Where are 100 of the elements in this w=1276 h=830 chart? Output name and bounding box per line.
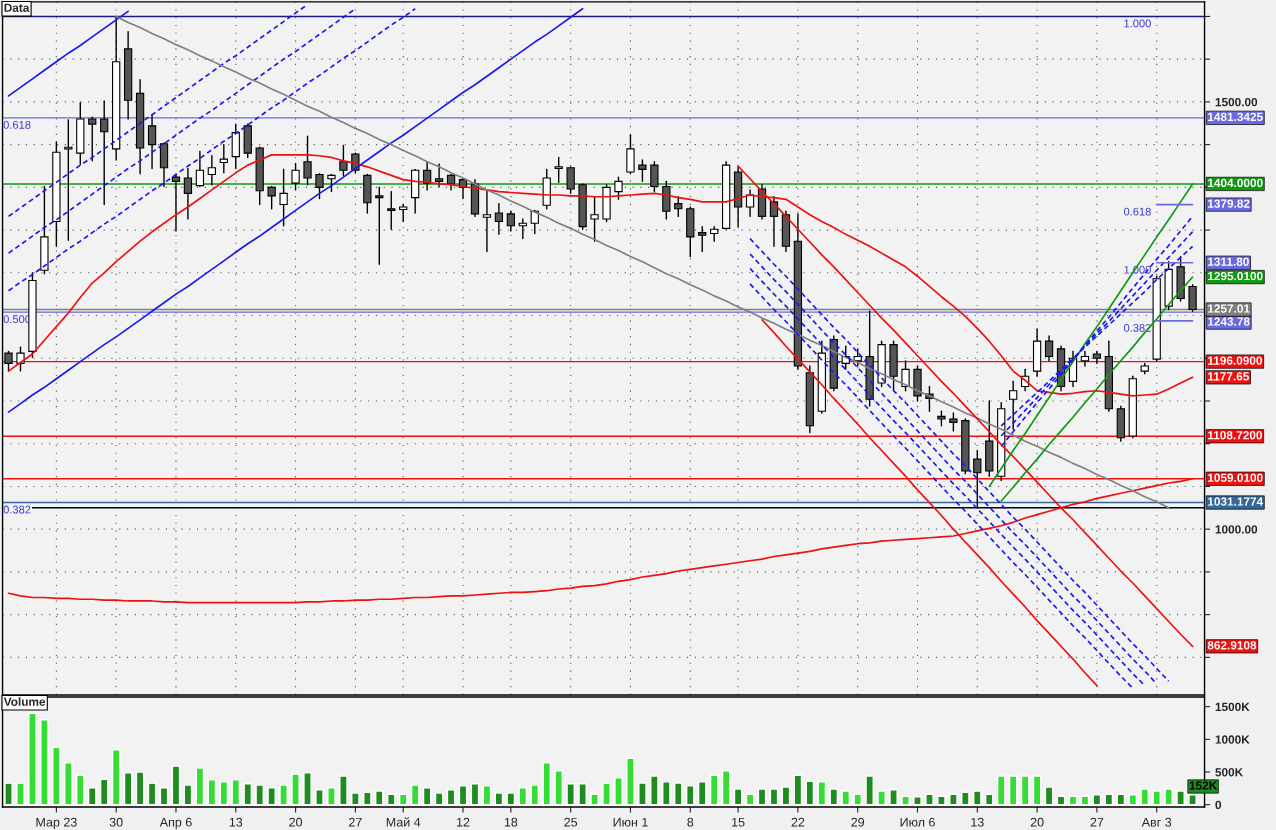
- candlestick: [195, 150, 205, 188]
- ref-line-label: 1196.0900: [1208, 356, 1262, 365]
- annotation: 0.382: [3, 505, 31, 514]
- x-tick-label: 25: [564, 817, 578, 827]
- bar: [171, 765, 181, 806]
- bar: [351, 792, 360, 806]
- bar: [817, 781, 827, 806]
- x-tick-label: 15: [732, 817, 745, 827]
- candlestick: [1188, 284, 1197, 312]
- ref-line-label: 1031.1774: [1208, 497, 1264, 506]
- bar: [195, 767, 205, 806]
- candlestick: [566, 166, 575, 195]
- bar: [865, 775, 874, 806]
- bar: [674, 782, 683, 806]
- data-label: 1311.80: [1208, 257, 1249, 266]
- bar: [159, 787, 169, 806]
- bar: [1020, 775, 1030, 806]
- candlestick: [1080, 350, 1090, 367]
- chart-title: Data: [4, 3, 30, 12]
- bar: [76, 774, 85, 806]
- bar: [757, 788, 767, 806]
- candlestick: [1009, 380, 1018, 430]
- x-tick-label: Май 4: [386, 817, 421, 827]
- data-label: 1177.65: [1208, 372, 1250, 381]
- candlestick: [88, 116, 97, 162]
- bar: [614, 777, 623, 806]
- ref-line-label: 1481.3425: [1208, 112, 1263, 122]
- bar: [1092, 794, 1102, 806]
- chart-title: Volume: [3, 697, 46, 706]
- bar: [315, 788, 324, 806]
- candlestick: [674, 196, 683, 218]
- bar: [303, 771, 312, 806]
- bar: [996, 775, 1006, 806]
- x-tick-label: 18: [504, 817, 518, 827]
- x-tick-label: 13: [229, 817, 243, 827]
- candlestick: [626, 134, 635, 175]
- candlestick: [207, 155, 216, 186]
- bar: [111, 749, 121, 806]
- bar: [207, 779, 217, 806]
- candlestick: [339, 144, 348, 177]
- bar: [255, 784, 264, 806]
- data-label: 152K: [1189, 781, 1218, 790]
- bar: [470, 783, 480, 806]
- candlestick: [745, 189, 755, 218]
- candlestick: [147, 114, 157, 170]
- y-tick-label: 500K: [1215, 768, 1244, 777]
- x-tick-label: 20: [1030, 817, 1044, 827]
- bar: [1140, 788, 1150, 806]
- bar: [52, 746, 61, 806]
- bar: [733, 788, 743, 806]
- bar: [650, 775, 659, 806]
- bar: [566, 783, 575, 806]
- bar: [937, 795, 946, 806]
- bar: [386, 793, 396, 806]
- candlestick: [64, 119, 73, 242]
- annotation: 1.000: [1124, 19, 1151, 28]
- bar: [602, 782, 611, 806]
- bar: [243, 783, 253, 806]
- x-tick-label: Апр 6: [159, 817, 192, 830]
- x-tick-label: Авг 3: [1141, 817, 1172, 827]
- bar: [506, 792, 516, 806]
- bar: [793, 774, 803, 806]
- bar: [578, 783, 587, 806]
- y-tick-label: 1000.00: [1215, 525, 1258, 534]
- bar: [841, 790, 851, 806]
- data-label: 1295.0100: [1208, 271, 1263, 281]
- bar: [1164, 788, 1173, 806]
- data-label: 862.9108: [1207, 641, 1257, 650]
- bar: [889, 788, 898, 806]
- x-tick-label: 8: [687, 817, 694, 827]
- bar: [853, 793, 862, 806]
- bar: [949, 793, 958, 806]
- bar: [781, 786, 791, 806]
- candlestick: [171, 174, 181, 232]
- y-tick-label: 1500.00: [1215, 97, 1258, 107]
- candlestick: [219, 143, 228, 174]
- bar: [135, 771, 145, 806]
- bar: [638, 782, 647, 806]
- bar: [961, 791, 970, 806]
- candlestick: [279, 168, 288, 227]
- candlestick: [231, 123, 240, 170]
- line-series: [7, 10, 129, 97]
- bar: [542, 762, 552, 806]
- x-tick-label: Мар 23: [36, 817, 77, 830]
- bar: [147, 782, 157, 806]
- annotation: 0.618: [3, 120, 31, 129]
- bar: [984, 793, 994, 806]
- x-tick-label: 20: [289, 817, 303, 827]
- bar: [99, 778, 109, 806]
- bar: [339, 775, 348, 806]
- bar: [494, 792, 504, 806]
- bar: [40, 719, 49, 806]
- candlestick: [482, 189, 492, 253]
- bar: [410, 784, 420, 806]
- y-tick-label: 1500K: [1215, 702, 1250, 712]
- bar: [231, 779, 241, 806]
- x-tick-label: 29: [851, 817, 865, 827]
- bar: [1044, 786, 1054, 806]
- candlestick: [901, 360, 910, 392]
- bar: [769, 788, 779, 806]
